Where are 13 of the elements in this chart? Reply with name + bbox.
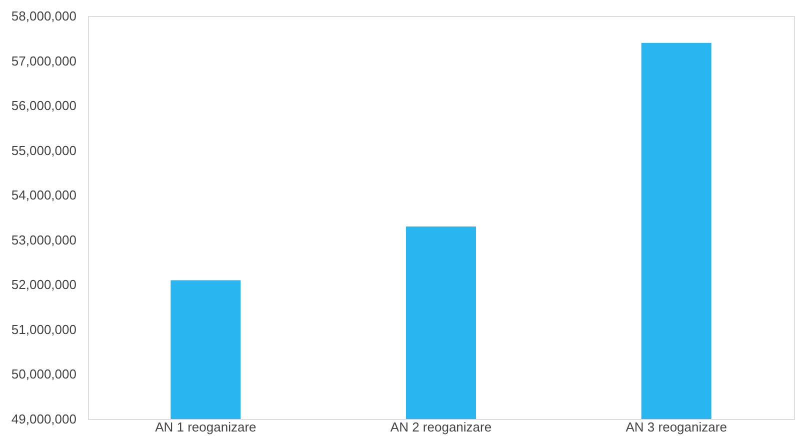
y-tick-label: 55,000,000 — [11, 142, 76, 158]
y-tick-label: 52,000,000 — [11, 277, 76, 292]
y-tick-label: 51,000,000 — [11, 322, 76, 337]
x-tick-label: AN 2 reoganizare — [390, 420, 492, 434]
x-tick-label: AN 1 reoganizare — [155, 420, 256, 434]
x-tick-label: AN 3 reoganizare — [626, 420, 727, 434]
y-tick-label: 49,000,000 — [11, 412, 76, 426]
y-tick-label: 50,000,000 — [11, 366, 76, 382]
y-tick-label: 56,000,000 — [11, 98, 76, 114]
y-tick-label: 53,000,000 — [11, 232, 76, 248]
y-tick-label: 57,000,000 — [11, 53, 76, 68]
y-tick-label: 58,000,000 — [11, 8, 76, 24]
y-tick-label: 54,000,000 — [11, 188, 76, 203]
